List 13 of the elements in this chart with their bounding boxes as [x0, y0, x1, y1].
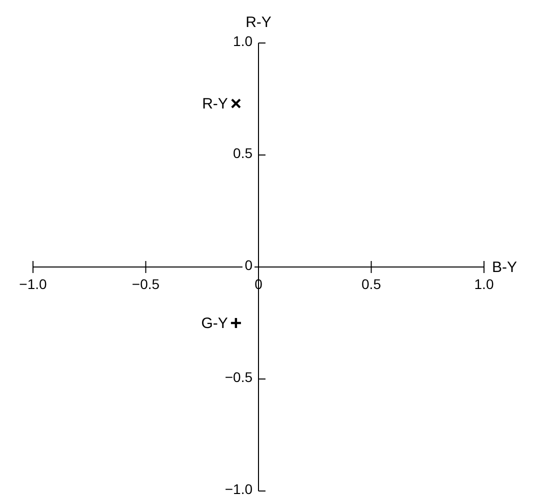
x-tick-label: 0.5 [362, 276, 382, 292]
x-tick-label: −0.5 [132, 276, 160, 292]
x-tick-label: 1.0 [474, 276, 494, 292]
y-tick-label: 1.0 [233, 33, 253, 49]
y-tick-label: −0.5 [224, 369, 253, 385]
x-axis-title: B-Y [492, 259, 518, 276]
y-axis-title: R-Y [246, 14, 272, 31]
y-tick-label: 0 [244, 257, 253, 273]
series-label: G-Y [201, 315, 228, 332]
x-tick-label: −1.0 [19, 276, 48, 292]
y-tick-label: −1.0 [224, 481, 253, 497]
y-tick-label: 0.5 [233, 145, 253, 161]
series-label: R-Y [202, 95, 228, 112]
